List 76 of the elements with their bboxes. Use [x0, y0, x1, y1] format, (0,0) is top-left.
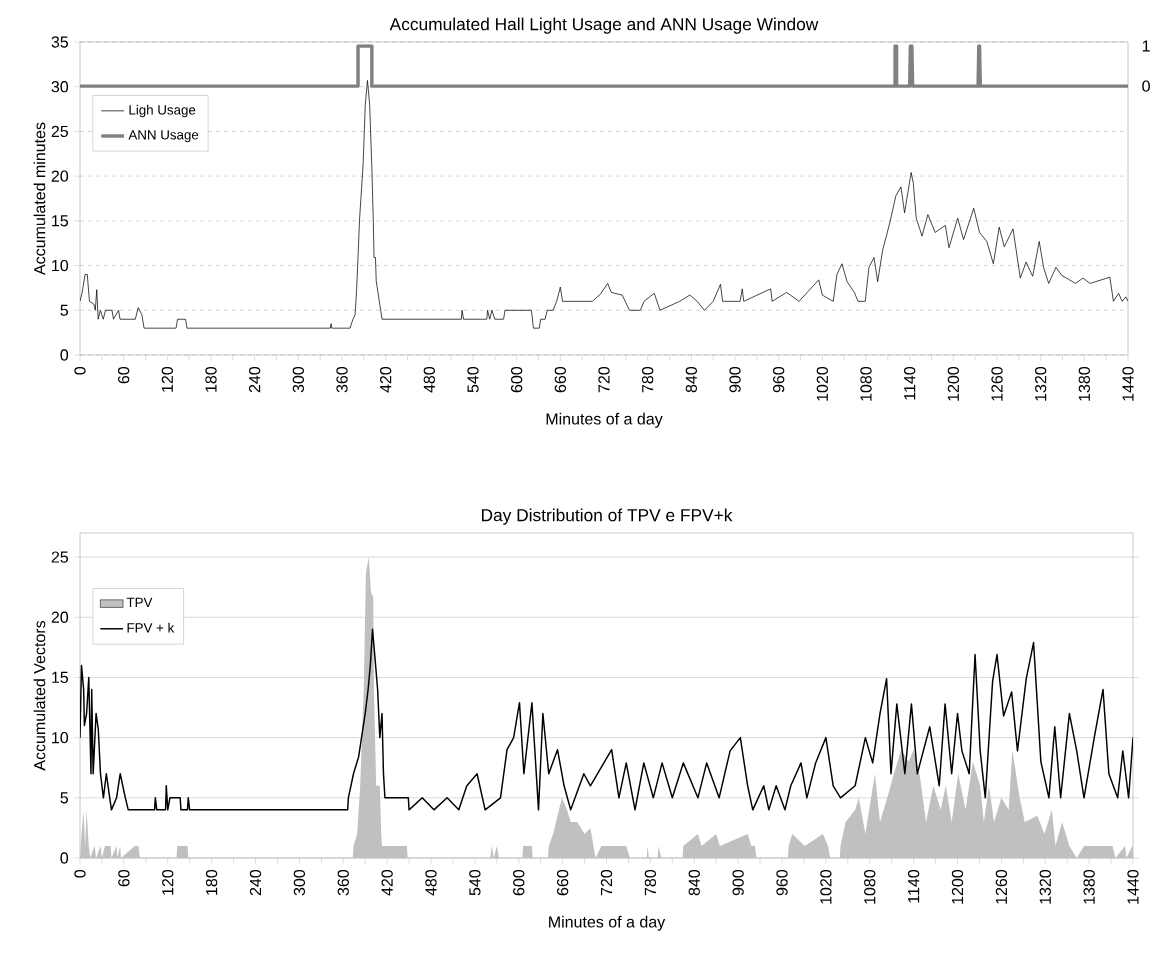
y-tick-label: 15 [52, 215, 69, 227]
x-tick-label: 1200 [947, 366, 959, 401]
x-tick-label: 540 [467, 366, 479, 393]
x-tick-label: 0 [74, 366, 86, 375]
y-tick-label: 5 [60, 304, 69, 316]
x-tick-label: 900 [729, 366, 741, 393]
x-tick-label: 540 [469, 869, 481, 896]
x-tick-label: 240 [249, 366, 261, 393]
x-tick-label: 960 [776, 869, 788, 896]
x-tick-label: 0 [74, 869, 86, 878]
x-tick-label: 720 [600, 869, 613, 896]
y-tick-label: 10 [52, 731, 69, 744]
x-tick-label: 840 [688, 869, 700, 896]
x-tick-label: 1080 [860, 366, 872, 401]
x-tick-label: 300 [293, 869, 306, 896]
x-tick-label: 900 [732, 869, 744, 896]
y2-tick-label: 0 [1142, 80, 1150, 92]
x-tick-label: 1320 [1035, 366, 1047, 401]
x-tick-label: 240 [249, 869, 262, 896]
x-tick-label: 300 [292, 366, 304, 393]
x-tick-label: 1320 [1039, 869, 1051, 904]
x-tick-label: 1140 [907, 869, 920, 903]
y2-tick-label: 1 [1142, 40, 1150, 52]
y-tick-label: 20 [51, 170, 69, 182]
x-tick-label: 360 [336, 366, 348, 393]
x-tick-label: 1020 [816, 366, 828, 401]
y-tick-label: 0 [60, 852, 69, 864]
x-tick-label: 1260 [991, 366, 1003, 401]
x-tick-label: 420 [380, 366, 392, 393]
chart-title: Accumulated Hall Light Usage and ANN Usage Window [389, 17, 819, 34]
y-tick-label: 0 [60, 349, 69, 361]
x-tick-label: 1080 [864, 869, 876, 904]
y-tick-label: 30 [51, 81, 69, 93]
x-tick-label: 420 [381, 869, 393, 896]
x-tick-label: 960 [773, 366, 785, 393]
y-tick-label: 25 [51, 125, 69, 138]
x-tick-label: 480 [423, 366, 435, 393]
legend-label: Ligh Usage [129, 104, 196, 118]
x-tick-label: 360 [337, 869, 349, 896]
x-tick-label: 780 [644, 869, 657, 896]
x-tick-label: 720 [598, 366, 610, 393]
x-tick-label: 1440 [1122, 366, 1134, 401]
x-tick-label: 120 [161, 366, 173, 392]
x-tick-label: 660 [554, 366, 566, 393]
x-tick-label: 840 [685, 366, 697, 393]
x-tick-label: 660 [556, 869, 569, 896]
x-tick-label: 180 [205, 366, 217, 392]
y-tick-label: 25 [51, 551, 69, 563]
legend-label: FPV + k [127, 622, 175, 633]
y-tick-label: 10 [52, 259, 69, 272]
x-tick-label: 180 [205, 869, 218, 895]
x-tick-label: 1380 [1078, 366, 1090, 401]
y-tick-label: 5 [60, 792, 69, 804]
x-tick-label: 1200 [951, 869, 964, 904]
y-axis-title: Accumulated Vectors [33, 620, 46, 771]
x-tick-label: 780 [642, 366, 654, 393]
x-tick-label: 1440 [1127, 869, 1139, 904]
legend-label: TPV [126, 597, 153, 608]
y-tick-label: 15 [52, 671, 69, 684]
chart-title: Day Distribution of TPV e FPV+k [481, 508, 733, 525]
x-axis-title: Minutes of a day [549, 915, 666, 931]
y-tick-label: 20 [51, 611, 69, 623]
x-tick-label: 1380 [1083, 869, 1095, 904]
y-axis-title: Accumulated minutes [33, 122, 46, 275]
legend-label: ANN Usage [128, 130, 199, 143]
x-tick-label: 600 [513, 869, 525, 896]
x-tick-label: 60 [118, 366, 130, 384]
y-tick-label: 35 [51, 36, 69, 48]
x-tick-label: 480 [425, 869, 437, 896]
x-tick-label: 120 [162, 869, 174, 895]
x-tick-label: 60 [118, 869, 130, 887]
x-axis-title: Minutes of a day [546, 412, 663, 428]
x-tick-label: 1140 [904, 366, 916, 400]
x-tick-label: 1020 [820, 869, 832, 904]
x-tick-label: 1260 [995, 869, 1008, 904]
x-tick-label: 600 [511, 366, 523, 393]
